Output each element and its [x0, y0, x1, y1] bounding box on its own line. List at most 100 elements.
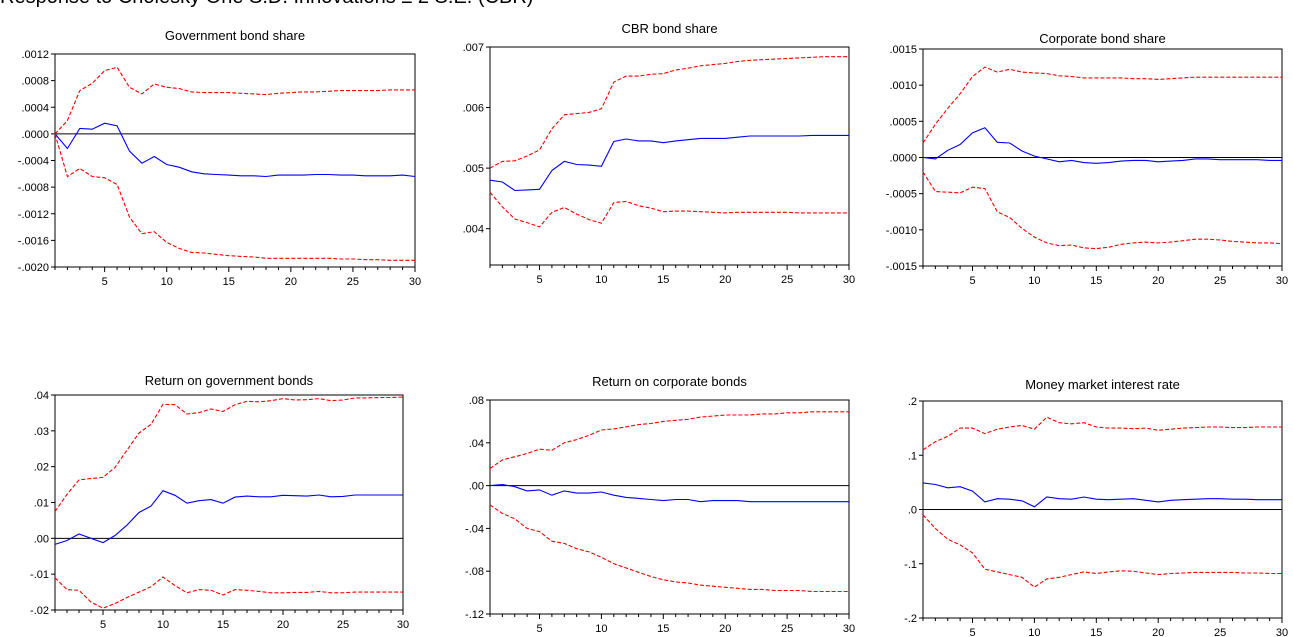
y-tick-label: .0012 — [21, 49, 49, 61]
x-tick-label: 10 — [595, 274, 607, 286]
x-tick-label: 30 — [409, 276, 421, 288]
x-tick-label: 5 — [969, 275, 975, 287]
y-tick-label: .005 — [463, 163, 484, 175]
y-tick-label: .02 — [34, 462, 49, 474]
y-tick-label: -.01 — [30, 569, 49, 581]
plot-frame — [489, 399, 850, 615]
y-tick-label: .00 — [34, 533, 49, 545]
y-tick-label: -.0010 — [886, 225, 917, 237]
y-tick-label: -.0020 — [18, 262, 49, 274]
y-tick-label: .006 — [463, 103, 484, 115]
x-tick-label: 5 — [100, 619, 106, 631]
y-tick-label: .0 — [908, 505, 917, 517]
plot-frame — [489, 46, 850, 266]
x-tick-label: 15 — [223, 276, 235, 288]
x-tick-label: 15 — [1090, 627, 1102, 637]
upper-band-line — [922, 66, 1282, 144]
y-tick-label: -.1 — [904, 559, 917, 571]
chart-title: Money market interest rate — [1025, 377, 1180, 392]
y-tick-label: .0000 — [21, 129, 49, 141]
y-tick-label: -.12 — [465, 609, 484, 621]
y-tick-label: .004 — [463, 224, 484, 236]
y-tick-label: .0010 — [889, 80, 917, 92]
lower-band-line — [922, 171, 1283, 250]
chart-panel-2: CBR bond share 5 10 15 20 25 30 .004 .005 .006 .00… — [463, 21, 856, 286]
x-tick-label: 20 — [719, 623, 731, 635]
y-tick-label: .04 — [34, 390, 49, 402]
y-tick-label: .00 — [469, 481, 484, 493]
chart-panel-3: Corporate bond share 5 10 15 20 25 30 -.0015 -.0… — [886, 31, 1288, 287]
plot-frame — [54, 394, 404, 611]
chart-panel-1: Government bond share 5 10 15 20 25 30 -.0020 -.… — [18, 28, 421, 288]
y-tick-label: -.0004 — [18, 156, 49, 168]
y-tick-label: -.0005 — [886, 189, 917, 201]
x-tick-label: 5 — [102, 276, 108, 288]
x-tick-label: 25 — [337, 619, 349, 631]
x-tick-label: 10 — [1028, 627, 1040, 637]
x-tick-label: 30 — [397, 619, 409, 631]
y-tick-label: .04 — [469, 438, 484, 450]
y-tick-label: -.02 — [30, 605, 49, 617]
chart-panel-5: Return on corporate bonds 5 10 15 20 25 30 -.12… — [465, 374, 855, 635]
chart-title: Government bond share — [165, 28, 305, 43]
y-tick-label: .0008 — [21, 76, 49, 88]
response-line — [54, 122, 416, 178]
x-tick-label: 5 — [969, 627, 975, 637]
lower-band-line — [54, 576, 403, 609]
x-tick-label: 25 — [1214, 275, 1226, 287]
x-tick-label: 25 — [781, 274, 793, 286]
x-tick-label: 15 — [657, 623, 669, 635]
y-tick-label: .2 — [908, 396, 917, 408]
lower-band-line — [489, 191, 849, 228]
x-tick-label: 10 — [157, 619, 169, 631]
response-line — [489, 134, 849, 192]
plot-frame — [54, 53, 416, 268]
chart-title: CBR bond share — [621, 21, 717, 36]
upper-band-line — [489, 56, 849, 169]
chart-title: Return on government bonds — [145, 373, 314, 388]
y-tick-label: .03 — [34, 426, 49, 438]
x-tick-label: 5 — [536, 623, 542, 635]
x-tick-label: 20 — [277, 619, 289, 631]
x-tick-label: 15 — [217, 619, 229, 631]
x-tick-label: 30 — [1276, 627, 1288, 637]
chart-title: Return on corporate bonds — [592, 374, 747, 389]
x-tick-label: 20 — [719, 274, 731, 286]
upper-band-line — [54, 396, 404, 512]
y-tick-label: -.0015 — [886, 261, 917, 273]
y-tick-label: .01 — [34, 498, 49, 510]
x-tick-label: 30 — [1276, 275, 1288, 287]
x-tick-label: 20 — [1152, 627, 1164, 637]
y-tick-label: .1 — [908, 450, 917, 462]
x-tick-label: 10 — [161, 276, 173, 288]
chart-title: Corporate bond share — [1039, 31, 1165, 46]
y-tick-label: -.2 — [904, 613, 917, 625]
x-tick-label: 15 — [657, 274, 669, 286]
lower-band-line — [54, 133, 415, 261]
figure-title-partial: Response to Cholesky One S.D. Innovation… — [0, 0, 533, 9]
upper-band-line — [54, 66, 415, 135]
x-tick-label: 5 — [536, 274, 542, 286]
x-tick-label: 25 — [781, 623, 793, 635]
x-tick-label: 10 — [595, 623, 607, 635]
x-tick-label: 25 — [1214, 627, 1226, 637]
x-tick-label: 15 — [1090, 275, 1102, 287]
lower-band-line — [489, 504, 849, 593]
x-tick-label: 10 — [1028, 275, 1040, 287]
chart-panel-6: Money market interest rate 5 10 15 20 25 30 -.2… — [904, 377, 1288, 637]
response-line — [489, 483, 849, 503]
y-tick-label: .0004 — [21, 102, 49, 114]
y-tick-label: -.0008 — [18, 182, 49, 194]
x-tick-label: 20 — [285, 276, 297, 288]
upper-band-line — [489, 411, 849, 469]
y-tick-label: -.0012 — [18, 209, 49, 221]
response-line — [922, 482, 1282, 508]
x-tick-label: 20 — [1152, 275, 1164, 287]
x-tick-label: 30 — [843, 274, 855, 286]
lower-band-line — [922, 514, 1282, 588]
x-tick-label: 25 — [347, 276, 359, 288]
response-line — [922, 127, 1282, 164]
y-tick-label: -.08 — [465, 566, 484, 578]
response-line — [54, 490, 403, 545]
